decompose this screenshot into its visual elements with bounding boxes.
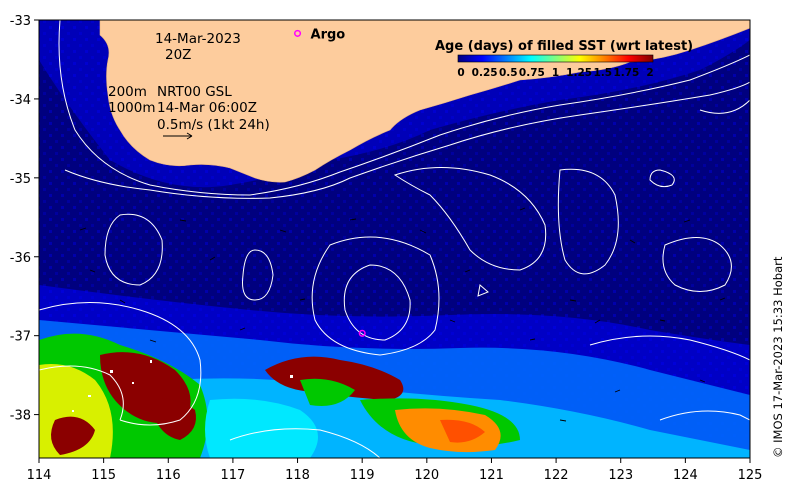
y-tick-label: -37	[10, 330, 31, 345]
colorbar-tick-label: 0	[457, 67, 464, 79]
y-tick-label: -34	[10, 93, 31, 108]
green-patch-center	[300, 378, 355, 406]
red-patch-sw-3	[150, 398, 196, 440]
y-axis: -33 -34 -35 -36 -37 -38	[10, 14, 39, 424]
y-tick-label: -35	[10, 172, 31, 187]
orange-red-patch	[440, 419, 485, 443]
y-tick-label: -38	[10, 409, 31, 424]
red-patch-center	[265, 356, 404, 400]
argo-float-marker-2[interactable]	[358, 329, 366, 337]
x-axis: 114 115 116 117 118 119 120 121 122 123 124 125	[27, 458, 763, 483]
x-tick-label: 124	[673, 468, 698, 483]
missing-data-speckles	[72, 360, 293, 412]
map-time: 20Z	[165, 47, 191, 63]
argo-float-marker[interactable]	[293, 29, 302, 37]
x-tick-label: 119	[350, 468, 375, 483]
argo-label: Argo	[311, 27, 346, 42]
plot-area	[39, 20, 750, 458]
red-patch-sw-2	[51, 416, 95, 455]
colorbar-tick-label: 1	[552, 67, 559, 79]
x-tick-label: 114	[27, 468, 52, 483]
product-label: NRT00 GSL	[157, 84, 232, 100]
current-vectors	[79, 207, 726, 422]
y-tick-label: -33	[10, 14, 31, 29]
depth-label-1000: 1000m	[108, 100, 156, 116]
map-date: 14-Mar-2023	[155, 31, 241, 47]
colorbar-title: Age (days) of filled SST (wrt latest)	[435, 39, 693, 54]
colorbar-tick-label: 0.75	[519, 67, 545, 79]
credit-text: © IMOS 17-Mar-2023 15:33 Hobart	[771, 256, 785, 458]
colorbar-ticks: 0 0.25 0.5 0.75 1 1.25 1.5 1.75 2	[457, 67, 653, 79]
colorbar-tick-label: 0.5	[499, 67, 518, 79]
colorbar-tick-label: 1.25	[566, 67, 592, 79]
product-time: 14-Mar 06:00Z	[157, 100, 257, 116]
colorbar-tick-label: 1.75	[613, 67, 639, 79]
colorbar-tick-label: 1.5	[593, 67, 612, 79]
scale-arrow	[163, 132, 193, 140]
x-tick-label: 123	[608, 468, 633, 483]
depth-label-200: 200m	[108, 84, 147, 100]
x-tick-label: 120	[414, 468, 439, 483]
y-tick-label: -36	[10, 251, 31, 266]
x-tick-label: 121	[479, 468, 504, 483]
contour-lines	[39, 20, 750, 458]
colorbar-tick-label: 0.25	[472, 67, 498, 79]
x-tick-label: 122	[544, 468, 569, 483]
x-tick-label: 115	[91, 468, 116, 483]
x-tick-label: 116	[156, 468, 181, 483]
cyan-patch	[205, 398, 318, 458]
x-tick-label: 125	[738, 468, 763, 483]
x-tick-label: 117	[220, 468, 245, 483]
colorbar-gradient	[457, 54, 654, 63]
x-tick-label: 118	[285, 468, 310, 483]
vector-scale-label: 0.5m/s (1kt 24h)	[157, 117, 270, 133]
colorbar-tick-label: 2	[646, 67, 653, 79]
axes-frame	[38, 19, 751, 459]
